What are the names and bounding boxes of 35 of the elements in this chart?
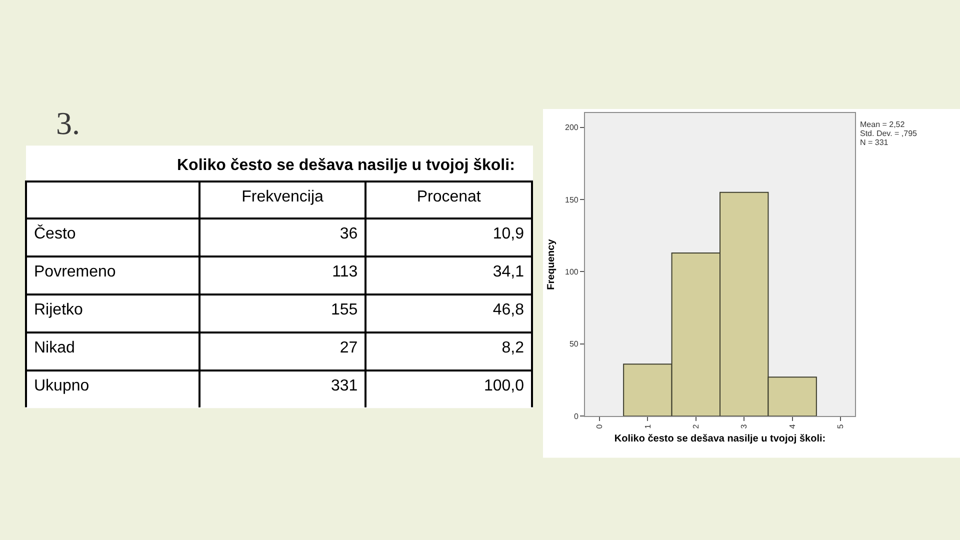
text: 3. (56, 105, 80, 141)
category-label: Rijetko (34, 301, 84, 318)
data-label: 46,8 (492, 301, 524, 318)
x-tick-label: 0 (595, 424, 604, 429)
data-label: 331 (330, 377, 358, 394)
text: Std. Dev. = ,795 (860, 129, 918, 138)
x-tick-label: 3 (740, 424, 749, 429)
data-label: 34,1 (492, 263, 524, 280)
y-tick-label: 50 (569, 340, 579, 349)
category-label: Ukupno (34, 377, 90, 394)
text: N = 331 (860, 138, 889, 147)
data-label: 100,0 (484, 377, 524, 394)
category-label: Nikad (34, 339, 75, 356)
y-tick-label: 0 (574, 412, 579, 421)
data-label: 113 (332, 263, 358, 280)
x-tick-label: 5 (836, 424, 846, 429)
series-label: Procenat (416, 188, 482, 206)
y-axis-title: Frequency (546, 238, 558, 290)
text: Koliko često se dešava nasilje u tvojoj školi: (177, 157, 515, 174)
data-label: 27 (340, 339, 358, 356)
x-tick-label: 2 (691, 424, 700, 429)
y-tick-label: 150 (565, 195, 579, 204)
data-label: 36 (340, 225, 358, 242)
series-label: Frekvencija (242, 188, 324, 206)
category-label: Često (34, 224, 76, 242)
text: Mean = 2,52 (860, 120, 906, 129)
y-tick-label: 100 (565, 268, 579, 277)
data-label: 8,2 (502, 339, 524, 356)
data-label: 10,9 (492, 225, 524, 242)
data-label: 155 (330, 301, 358, 318)
category-label: Povremeno (34, 263, 116, 280)
x-tick-label: 4 (788, 424, 797, 429)
y-tick-label: 200 (565, 123, 579, 132)
x-axis-title: Koliko često se dešava nasilje u tvojoj školi: (614, 433, 826, 444)
x-tick-label: 1 (643, 424, 652, 429)
